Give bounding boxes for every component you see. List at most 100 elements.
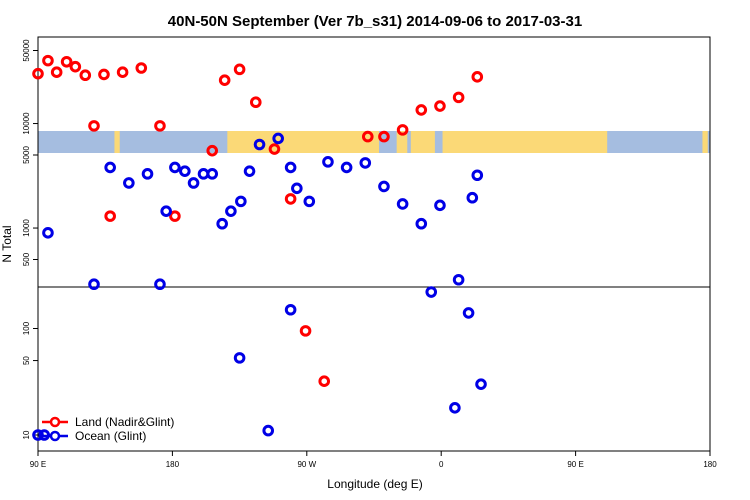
x-tick-label: 180 (703, 460, 717, 469)
point-land-upper (378, 130, 390, 143)
point-ocean-upper (272, 132, 284, 145)
point-ocean-lower (449, 402, 461, 414)
point-land-upper (50, 66, 63, 78)
point-land-upper (88, 120, 100, 132)
point-ocean-upper (235, 195, 247, 208)
data-points (32, 54, 487, 441)
point-ocean-upper (141, 168, 154, 180)
point-ocean-upper (169, 161, 181, 174)
lower-y-tick-label: 10 (22, 430, 31, 439)
lower-y-axis-ticks: 10 50 100 (22, 321, 38, 439)
legend-entry-land: Land (Nadir&Glint) (42, 415, 174, 429)
point-land-upper (116, 66, 129, 78)
point-ocean-upper (225, 205, 237, 217)
point-land-upper (104, 210, 116, 222)
point-ocean-upper (216, 217, 228, 230)
point-land-upper (218, 74, 231, 86)
point-land-upper (396, 124, 409, 136)
point-land-upper (233, 63, 246, 76)
map-ocean-region (379, 131, 397, 153)
point-ocean-upper (291, 182, 303, 195)
map-ocean-region (434, 131, 443, 153)
map-ocean-region (38, 131, 115, 153)
point-ocean-lower (462, 307, 475, 319)
point-land-upper (206, 144, 219, 157)
point-land-upper (154, 120, 166, 132)
map-ocean-region (626, 131, 703, 153)
map-ocean-region (119, 131, 228, 153)
legend-entry-ocean: Ocean (Glint) (42, 429, 146, 443)
chart-title: 40N-50N September (Ver 7b_s31) 2014-09-0… (168, 13, 582, 30)
upper-y-tick-label: 1000 (22, 219, 31, 237)
map-ocean-region (607, 131, 626, 153)
upper-y-tick-label: 5000 (22, 146, 31, 164)
point-land-upper (60, 55, 73, 68)
lower-y-tick-label: 50 (22, 356, 31, 365)
world-map-band (38, 131, 710, 153)
map-ocean-region (407, 131, 411, 153)
point-land-upper (361, 130, 374, 143)
point-ocean-upper (243, 165, 256, 177)
point-land-upper (169, 210, 181, 222)
point-land-lower (318, 375, 331, 388)
point-land-upper (452, 91, 465, 104)
x-tick-label: 0 (439, 460, 444, 469)
point-ocean-upper (359, 157, 372, 169)
point-ocean-upper (179, 165, 191, 177)
point-land-upper (434, 100, 446, 112)
point-land-upper (249, 96, 262, 109)
point-ocean-lower (262, 424, 275, 437)
point-land-lower (299, 325, 312, 337)
point-ocean-upper (396, 198, 409, 210)
point-ocean-upper (415, 217, 428, 230)
upper-y-tick-label: 50000 (22, 39, 31, 62)
x-axis-label: Longitude (deg E) (327, 477, 422, 491)
point-ocean-upper (123, 177, 135, 189)
lower-y-tick-label: 100 (22, 321, 31, 335)
point-ocean-upper (452, 273, 465, 286)
point-land-upper (415, 104, 428, 116)
point-ocean-upper (253, 138, 266, 151)
point-ocean-lower (425, 286, 438, 298)
y-axis-label: N Total (0, 225, 14, 262)
point-land-upper (98, 68, 110, 81)
x-axis-ticks: 90 E 180 90 W 0 90 E 180 (30, 451, 717, 469)
legend-label-ocean: Ocean (Glint) (75, 429, 146, 443)
point-ocean-upper (104, 161, 116, 174)
point-ocean-upper (378, 180, 390, 193)
point-land-upper (32, 67, 44, 80)
point-ocean-upper (206, 168, 219, 180)
point-ocean-upper (160, 205, 172, 217)
point-land-upper (69, 60, 82, 73)
point-ocean-upper (466, 191, 479, 204)
x-tick-label: 90 E (567, 460, 583, 469)
plot-frame (37, 36, 711, 452)
point-ocean-lower (475, 378, 487, 390)
point-land-upper (284, 193, 297, 205)
point-ocean-upper (471, 169, 484, 182)
point-ocean-upper (42, 227, 54, 239)
point-ocean-upper (187, 177, 200, 189)
point-ocean-upper (284, 161, 297, 174)
x-tick-label: 180 (166, 460, 180, 469)
point-land-upper (471, 71, 484, 83)
legend-marker-ocean (49, 430, 61, 442)
map-ocean-region (707, 131, 710, 153)
point-land-upper (135, 62, 148, 74)
point-ocean-upper (434, 199, 446, 212)
point-ocean-upper (88, 278, 100, 291)
point-land-upper (268, 143, 281, 155)
legend-marker-land (49, 416, 61, 428)
point-ocean-upper (154, 278, 166, 291)
point-ocean-upper (322, 156, 334, 168)
upper-y-axis-ticks: 500 1000 5000 10000 50000 (22, 39, 38, 266)
point-land-upper (79, 69, 92, 82)
point-ocean-upper (340, 161, 353, 174)
point-land-upper (42, 54, 54, 67)
legend: Land (Nadir&Glint) Ocean (Glint) (42, 415, 174, 443)
x-tick-label: 90 E (30, 460, 46, 469)
upper-y-tick-label: 500 (22, 252, 31, 266)
point-ocean-lower (284, 303, 297, 316)
point-ocean-lower (233, 352, 246, 364)
